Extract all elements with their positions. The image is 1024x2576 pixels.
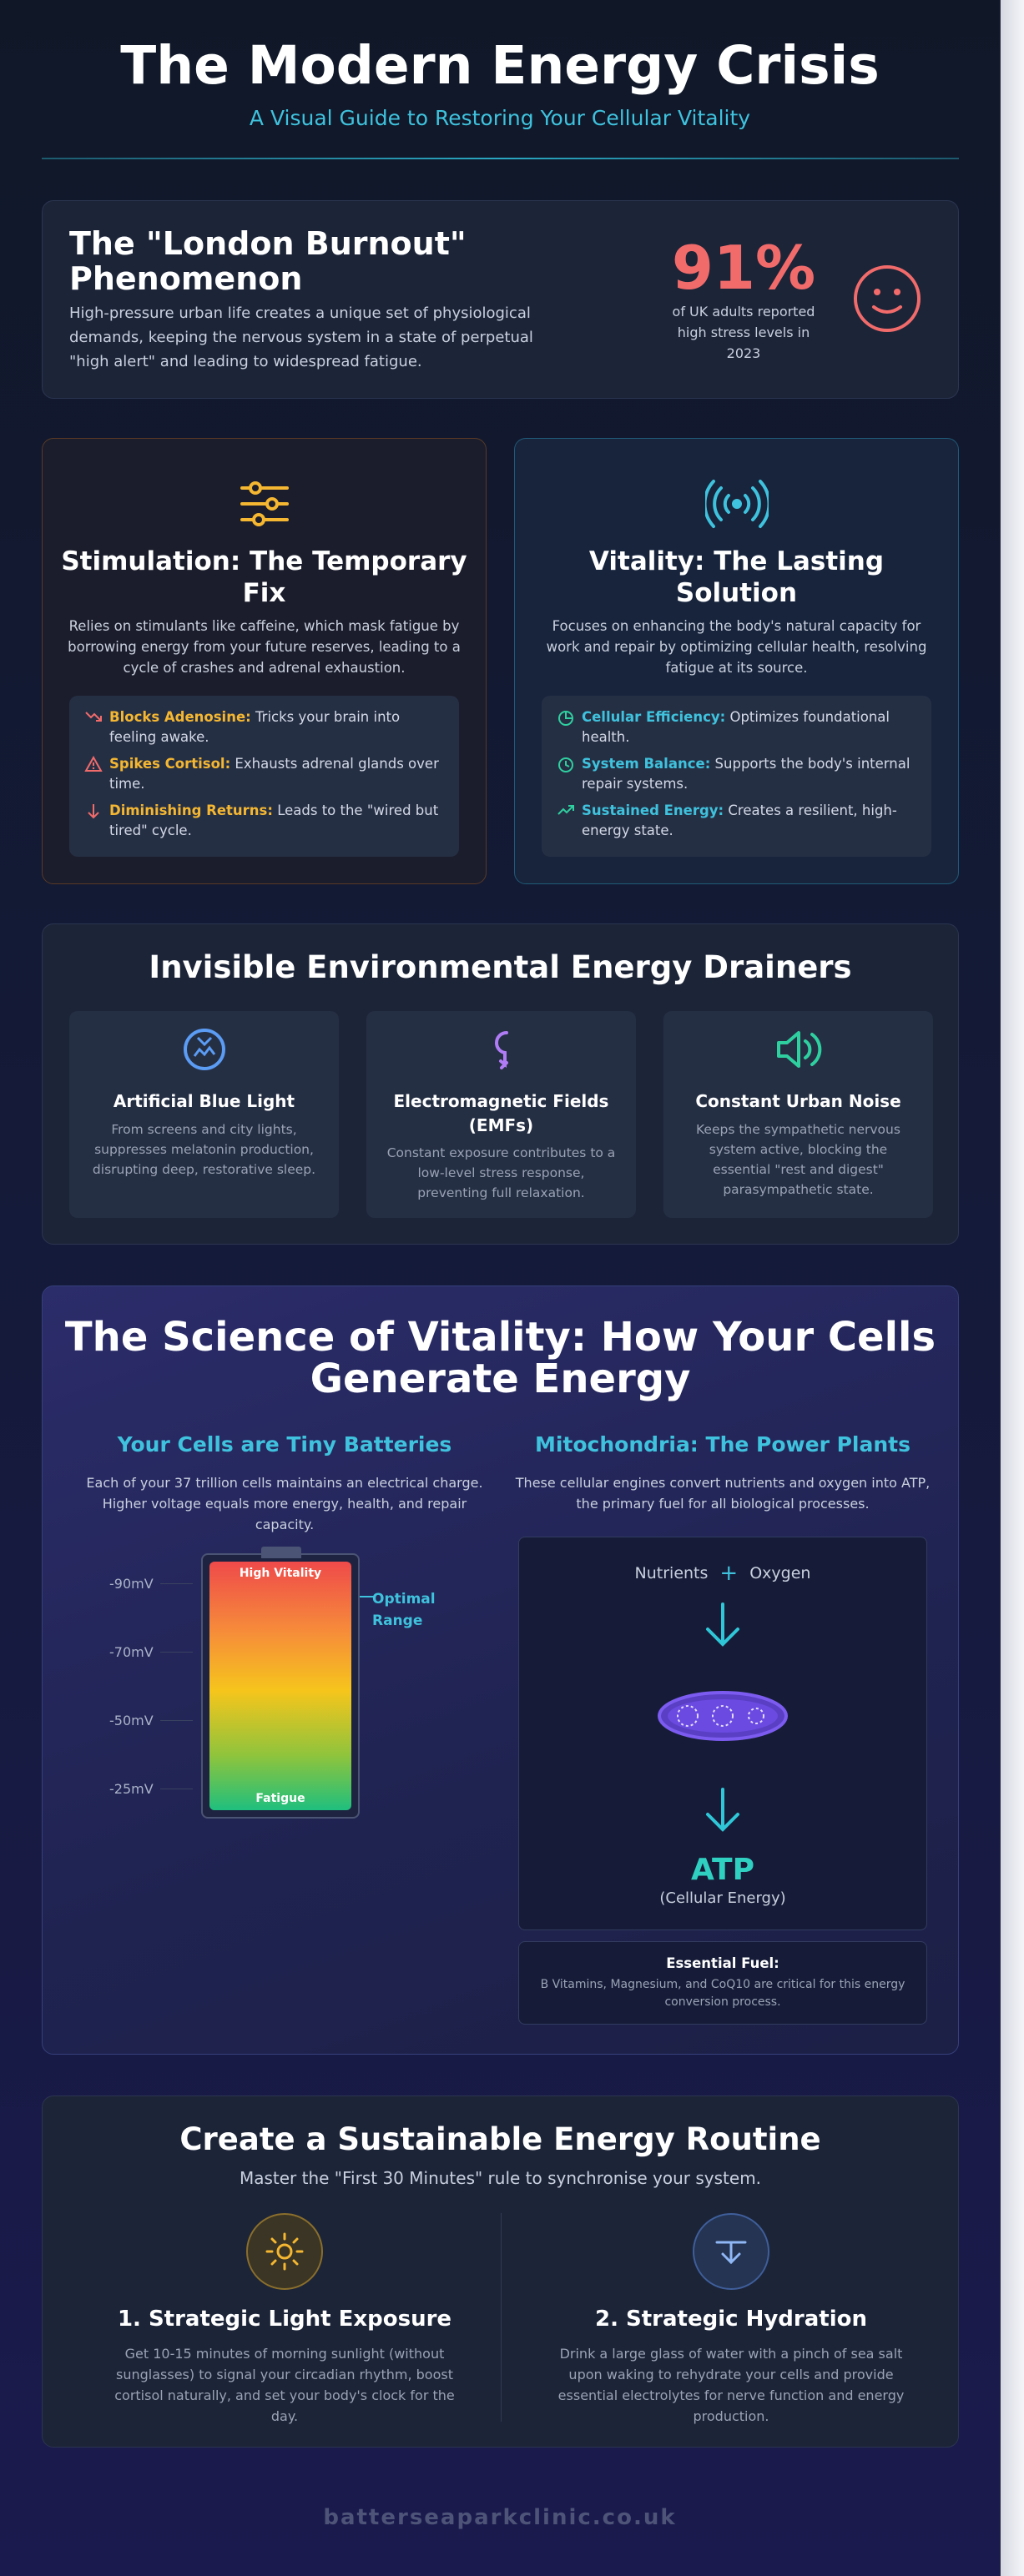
- stat-label: of UK adults reported high stress levels…: [672, 304, 815, 361]
- london-title: The "London Burnout" Phenomenon: [69, 225, 467, 297]
- voltage-tick: -70mV: [109, 1644, 193, 1660]
- battery-low-label: Fatigue: [255, 1792, 305, 1805]
- drainer-title: Electromagnetic Fields (EMFs): [393, 1091, 609, 1135]
- stimulation-desc: Relies on stimulants like caffeine, whic…: [68, 618, 461, 676]
- trend-down-icon: [85, 712, 102, 722]
- optimal-range-label: Optimal Range: [372, 1591, 436, 1629]
- voltage-tick: -90mV: [109, 1576, 193, 1592]
- stimulation-list: Blocks Adenosine: Tricks your brain into…: [69, 696, 459, 857]
- step-title: 2. Strategic Hydration: [595, 2307, 867, 2332]
- stimulation-title: Stimulation: The Temporary Fix: [61, 546, 467, 608]
- fuel-title: Essential Fuel:: [666, 1955, 779, 1971]
- routine-step: 1. Strategic Light Exposure Get 10-15 mi…: [93, 2213, 477, 2427]
- fuel-text: B Vitamins, Magnesium, and CoQ10 are cri…: [540, 1978, 905, 2009]
- sun-icon: [265, 2232, 304, 2271]
- vitality-list: Cellular Efficiency: Optimizes foundatio…: [542, 696, 931, 857]
- vitality-desc: Focuses on enhancing the body's natural …: [546, 618, 927, 676]
- voltage-tick: -25mV: [109, 1781, 193, 1797]
- battery-high-label: High Vitality: [239, 1567, 322, 1580]
- drainer-title: Constant Urban Noise: [695, 1091, 901, 1111]
- sliders-icon: [240, 481, 289, 526]
- stimulation-card: Stimulation: The Temporary Fix Relies on…: [42, 438, 487, 884]
- page-title: The Modern Energy Crisis: [120, 35, 880, 96]
- page-subtitle: A Visual Guide to Restoring Your Cellula…: [249, 106, 751, 130]
- drainer-tile: Electromagnetic Fields (EMFs) Constant e…: [366, 1011, 636, 1218]
- routine-title: Create a Sustainable Energy Routine: [179, 2121, 821, 2157]
- clock-icon: [558, 757, 573, 772]
- warning-icon: [84, 755, 103, 772]
- vitality-title: Vitality: The Lasting Solution: [588, 546, 885, 608]
- drainer-tile: Constant Urban Noise Keeps the sympathet…: [663, 1011, 933, 1218]
- routine-subtitle: Master the "First 30 Minutes" rule to sy…: [239, 2168, 762, 2188]
- list-item: Spikes Cortisol: Exhausts adrenal glands…: [84, 754, 444, 801]
- vitality-card: Vitality: The Lasting Solution Focuses o…: [514, 438, 959, 884]
- routine-step: 2. Strategic Hydration Drink a large gla…: [539, 2213, 923, 2427]
- step-text: Drink a large glass of water with a pinc…: [557, 2346, 905, 2424]
- page-edge: [1001, 0, 1024, 2576]
- drainers-title: Invisible Environmental Energy Drainers: [149, 949, 852, 985]
- essential-fuel-box: Essential Fuel: B Vitamins, Magnesium, a…: [518, 1941, 927, 2025]
- speaker-icon: [776, 1031, 821, 1068]
- step-text: Get 10-15 minutes of morning sunlight (w…: [114, 2346, 455, 2424]
- pie-chart-icon: [558, 711, 573, 726]
- cell-battery: High Vitality Fatigue: [201, 1547, 360, 1819]
- divider: [42, 158, 959, 159]
- science-card: The Science of Vitality: How Your Cells …: [42, 1285, 959, 2055]
- broadcast-icon: [704, 480, 769, 528]
- blue-light-icon: [183, 1029, 225, 1070]
- arrow-down-icon: [706, 1788, 739, 1832]
- optimal-marker: [360, 1596, 375, 1597]
- london-body: High-pressure urban life creates a uniqu…: [69, 304, 533, 370]
- batteries-title: Your Cells are Tiny Batteries: [117, 1432, 452, 1457]
- list-item: System Balance: Supports the body's inte…: [557, 754, 916, 801]
- mito-text: These cellular engines convert nutrients…: [515, 1475, 931, 1512]
- mito-title: Mitochondria: The Power Plants: [534, 1432, 911, 1457]
- smiley-face-icon: [854, 265, 921, 332]
- footer-domain: batterseaparkclinic.co.uk: [323, 2505, 677, 2530]
- trend-up-icon: [557, 805, 574, 815]
- drainer-text: Constant exposure contributes to a low-l…: [386, 1145, 616, 1200]
- batteries-text: Each of your 37 trillion cells maintains…: [86, 1475, 483, 1532]
- energy-drainers-card: Invisible Environmental Energy Drainers …: [42, 923, 959, 1245]
- drainer-tile: Artificial Blue Light From screens and c…: [69, 1011, 339, 1218]
- science-title: The Science of Vitality: How Your Cells …: [64, 1314, 936, 1402]
- water-drop-icon: [715, 2241, 747, 2265]
- routine-card: Create a Sustainable Energy Routine Mast…: [42, 2096, 959, 2448]
- list-item: Blocks Adenosine: Tricks your brain into…: [84, 707, 444, 754]
- step-title: 1. Strategic Light Exposure: [117, 2307, 452, 2332]
- atp-label: ATP: [690, 1853, 754, 1887]
- list-item: Sustained Energy: Creates a resilient, h…: [557, 801, 916, 848]
- list-item: Diminishing Returns: Leads to the "wired…: [84, 801, 444, 848]
- drainer-text: From screens and city lights, suppresses…: [92, 1122, 316, 1177]
- divider: [501, 2213, 502, 2422]
- mitochondrion-icon: [658, 1691, 788, 1741]
- infographic-page: The Modern Energy Crisis A Visual Guide …: [42, 0, 1001, 2576]
- stat-value: 91%: [671, 233, 816, 303]
- inputs-label: Nutrients + Oxygen: [634, 1561, 811, 1586]
- list-item: Cellular Efficiency: Optimizes foundatio…: [557, 707, 916, 754]
- drainer-text: Keeps the sympathetic nervous system act…: [696, 1122, 900, 1197]
- stress-stat: 91% of UK adults reported high stress le…: [660, 234, 827, 364]
- mitochondria-diagram: Nutrients + Oxygen ATP (Cellular Energy): [518, 1537, 927, 1930]
- london-burnout-card: The "London Burnout" Phenomenon High-pre…: [42, 200, 959, 399]
- voltage-tick: -50mV: [109, 1713, 193, 1728]
- arrow-down-icon: [88, 804, 99, 819]
- arrow-down-icon: [706, 1602, 739, 1647]
- plug-icon: [494, 1031, 508, 1069]
- atp-sublabel: (Cellular Energy): [659, 1889, 786, 1907]
- drainer-title: Artificial Blue Light: [113, 1091, 295, 1111]
